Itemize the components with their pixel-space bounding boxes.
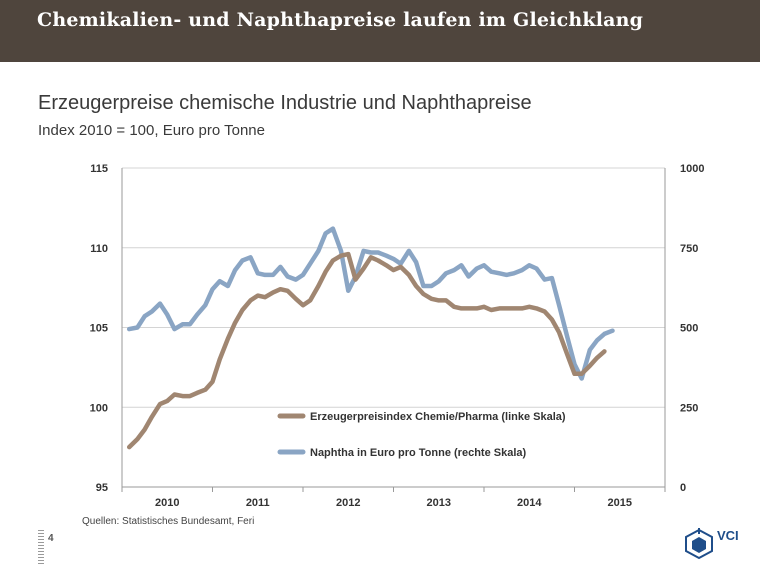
page-number: 4 — [48, 533, 54, 544]
slide-title: Chemikalien- und Naphthapreise laufen im… — [37, 9, 644, 31]
vci-logo-icon — [685, 528, 713, 560]
chart-subtitle: Index 2010 = 100, Euro pro Tonne — [38, 122, 265, 139]
x-tick-label: 2015 — [608, 497, 632, 509]
x-axis-ticks: 2010 2011 2012 2013 2014 2015 — [121, 487, 666, 509]
x-tick-label: 2014 — [517, 497, 542, 509]
right-axis-ticks: 0 250 500 750 1000 — [680, 163, 704, 494]
x-tick-label: 2013 — [427, 497, 451, 509]
left-tick-label: 105 — [90, 323, 108, 335]
page-marker — [38, 530, 44, 566]
gridlines — [122, 167, 665, 488]
legend-label-naphtha: Naphtha in Euro pro Tonne (rechte Skala) — [310, 447, 526, 459]
x-tick-label: 2010 — [155, 497, 179, 509]
left-tick-label: 100 — [90, 402, 108, 414]
right-tick-label: 0 — [680, 482, 686, 494]
left-tick-label: 95 — [96, 482, 108, 494]
left-axis-ticks: 95 100 105 110 115 — [90, 163, 108, 494]
chart-title: Erzeugerpreise chemische Industrie und N… — [38, 92, 532, 114]
title-banner: Chemikalien- und Naphthapreise laufen im… — [0, 0, 760, 62]
left-tick-label: 115 — [90, 163, 108, 175]
right-tick-label: 500 — [680, 323, 698, 335]
x-tick-label: 2011 — [246, 497, 270, 509]
right-tick-label: 250 — [680, 402, 698, 414]
legend-label-chemie: Erzeugerpreisindex Chemie/Pharma (linke … — [310, 411, 566, 423]
right-tick-label: 750 — [680, 243, 698, 255]
right-tick-label: 1000 — [680, 163, 704, 175]
left-tick-label: 110 — [90, 243, 108, 255]
series-line-chemie — [126, 251, 607, 450]
legend: Erzeugerpreisindex Chemie/Pharma (linke … — [277, 411, 566, 459]
source-note: Quellen: Statistisches Bundesamt, Feri — [82, 516, 255, 527]
vci-logo-text: VCI — [717, 528, 739, 543]
series-lines — [126, 226, 615, 450]
x-tick-label: 2012 — [336, 497, 360, 509]
series-line-naphtha — [126, 226, 615, 381]
